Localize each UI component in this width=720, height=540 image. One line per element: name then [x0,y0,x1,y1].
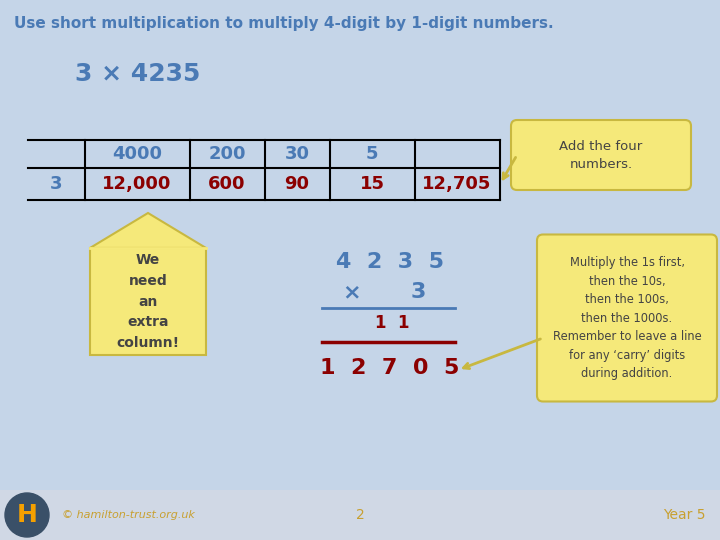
Text: 600: 600 [208,175,246,193]
FancyBboxPatch shape [537,234,717,402]
Circle shape [5,493,49,537]
FancyBboxPatch shape [511,120,691,190]
Bar [0,490,720,540]
Text: H: H [17,503,37,527]
Text: 12,000: 12,000 [102,175,171,193]
Text: 12,705: 12,705 [423,175,492,193]
Text: Multiply the 1s first,
then the 10s,
then the 100s,
then the 1000s.
Remember to : Multiply the 1s first, then the 10s, the… [553,256,701,380]
Text: Year 5: Year 5 [664,508,706,522]
Text: 90: 90 [284,175,310,193]
Text: 5: 5 [366,145,378,163]
Text: 3: 3 [410,282,426,302]
Text: ×: × [343,282,361,302]
Text: 30: 30 [284,145,310,163]
Text: Use short multiplication to multiply 4-digit by 1-digit numbers.: Use short multiplication to multiply 4-d… [14,16,554,31]
Text: We
need
an
extra
column!: We need an extra column! [117,253,179,350]
Bar [90,248,206,355]
Text: 4  2  3  5: 4 2 3 5 [336,252,444,272]
Text: 1  1: 1 1 [374,314,409,332]
Text: 4000: 4000 [112,145,162,163]
Text: Add the four
numbers.: Add the four numbers. [559,139,643,171]
Text: © hamilton-trust.org.uk: © hamilton-trust.org.uk [62,510,195,520]
Text: 3 × 4235: 3 × 4235 [75,62,200,86]
Text: 3: 3 [50,175,62,193]
Polygon shape [90,213,206,248]
Text: 200: 200 [208,145,246,163]
Text: 2: 2 [356,508,364,522]
Text: 1  2  7  0  5: 1 2 7 0 5 [320,358,459,378]
Text: 15: 15 [359,175,384,193]
